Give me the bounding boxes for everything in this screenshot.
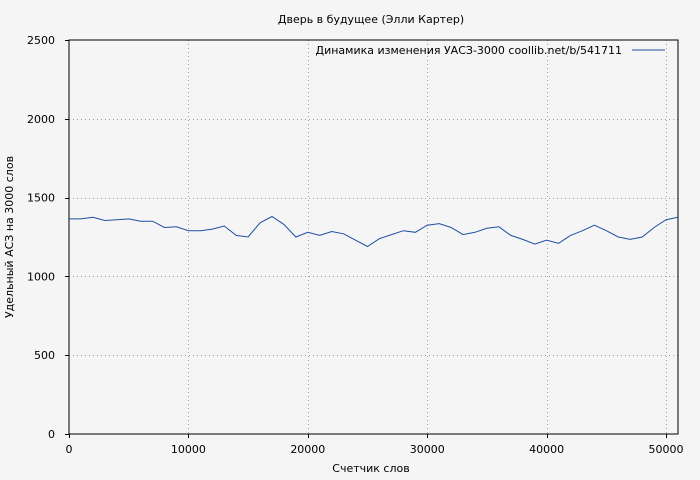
y-tick-label: 1000 [27,270,55,283]
x-tick-label: 20000 [290,443,325,456]
y-axis-label: Удельный АСЗ на 3000 слов [3,156,16,318]
y-tick-label: 0 [48,428,55,441]
x-tick-label: 30000 [410,443,445,456]
axis-ticks: 0 10000 20000 30000 40000 50000 0 500 1000 1500 20… [27,34,684,456]
x-tick-label: 40000 [529,443,564,456]
series-layer [69,215,679,248]
y-tick-label: 2500 [27,34,55,47]
x-tick-label: 0 [66,443,73,456]
legend-label: Динамика изменения УАСЗ-3000 coollib.net… [316,44,623,57]
chart-title: Дверь в будущее (Элли Картер) [278,13,464,26]
x-axis-label: Счетчик слов [332,462,409,475]
series-line [69,215,679,248]
grid [69,40,678,434]
x-tick-label: 50000 [649,443,684,456]
y-tick-label: 1500 [27,192,55,205]
y-tick-label: 500 [34,349,55,362]
plot-frame [68,39,679,435]
y-tick-label: 2000 [27,113,55,126]
x-tick-label: 10000 [171,443,206,456]
legend: Динамика изменения УАСЗ-3000 coollib.net… [316,44,665,57]
